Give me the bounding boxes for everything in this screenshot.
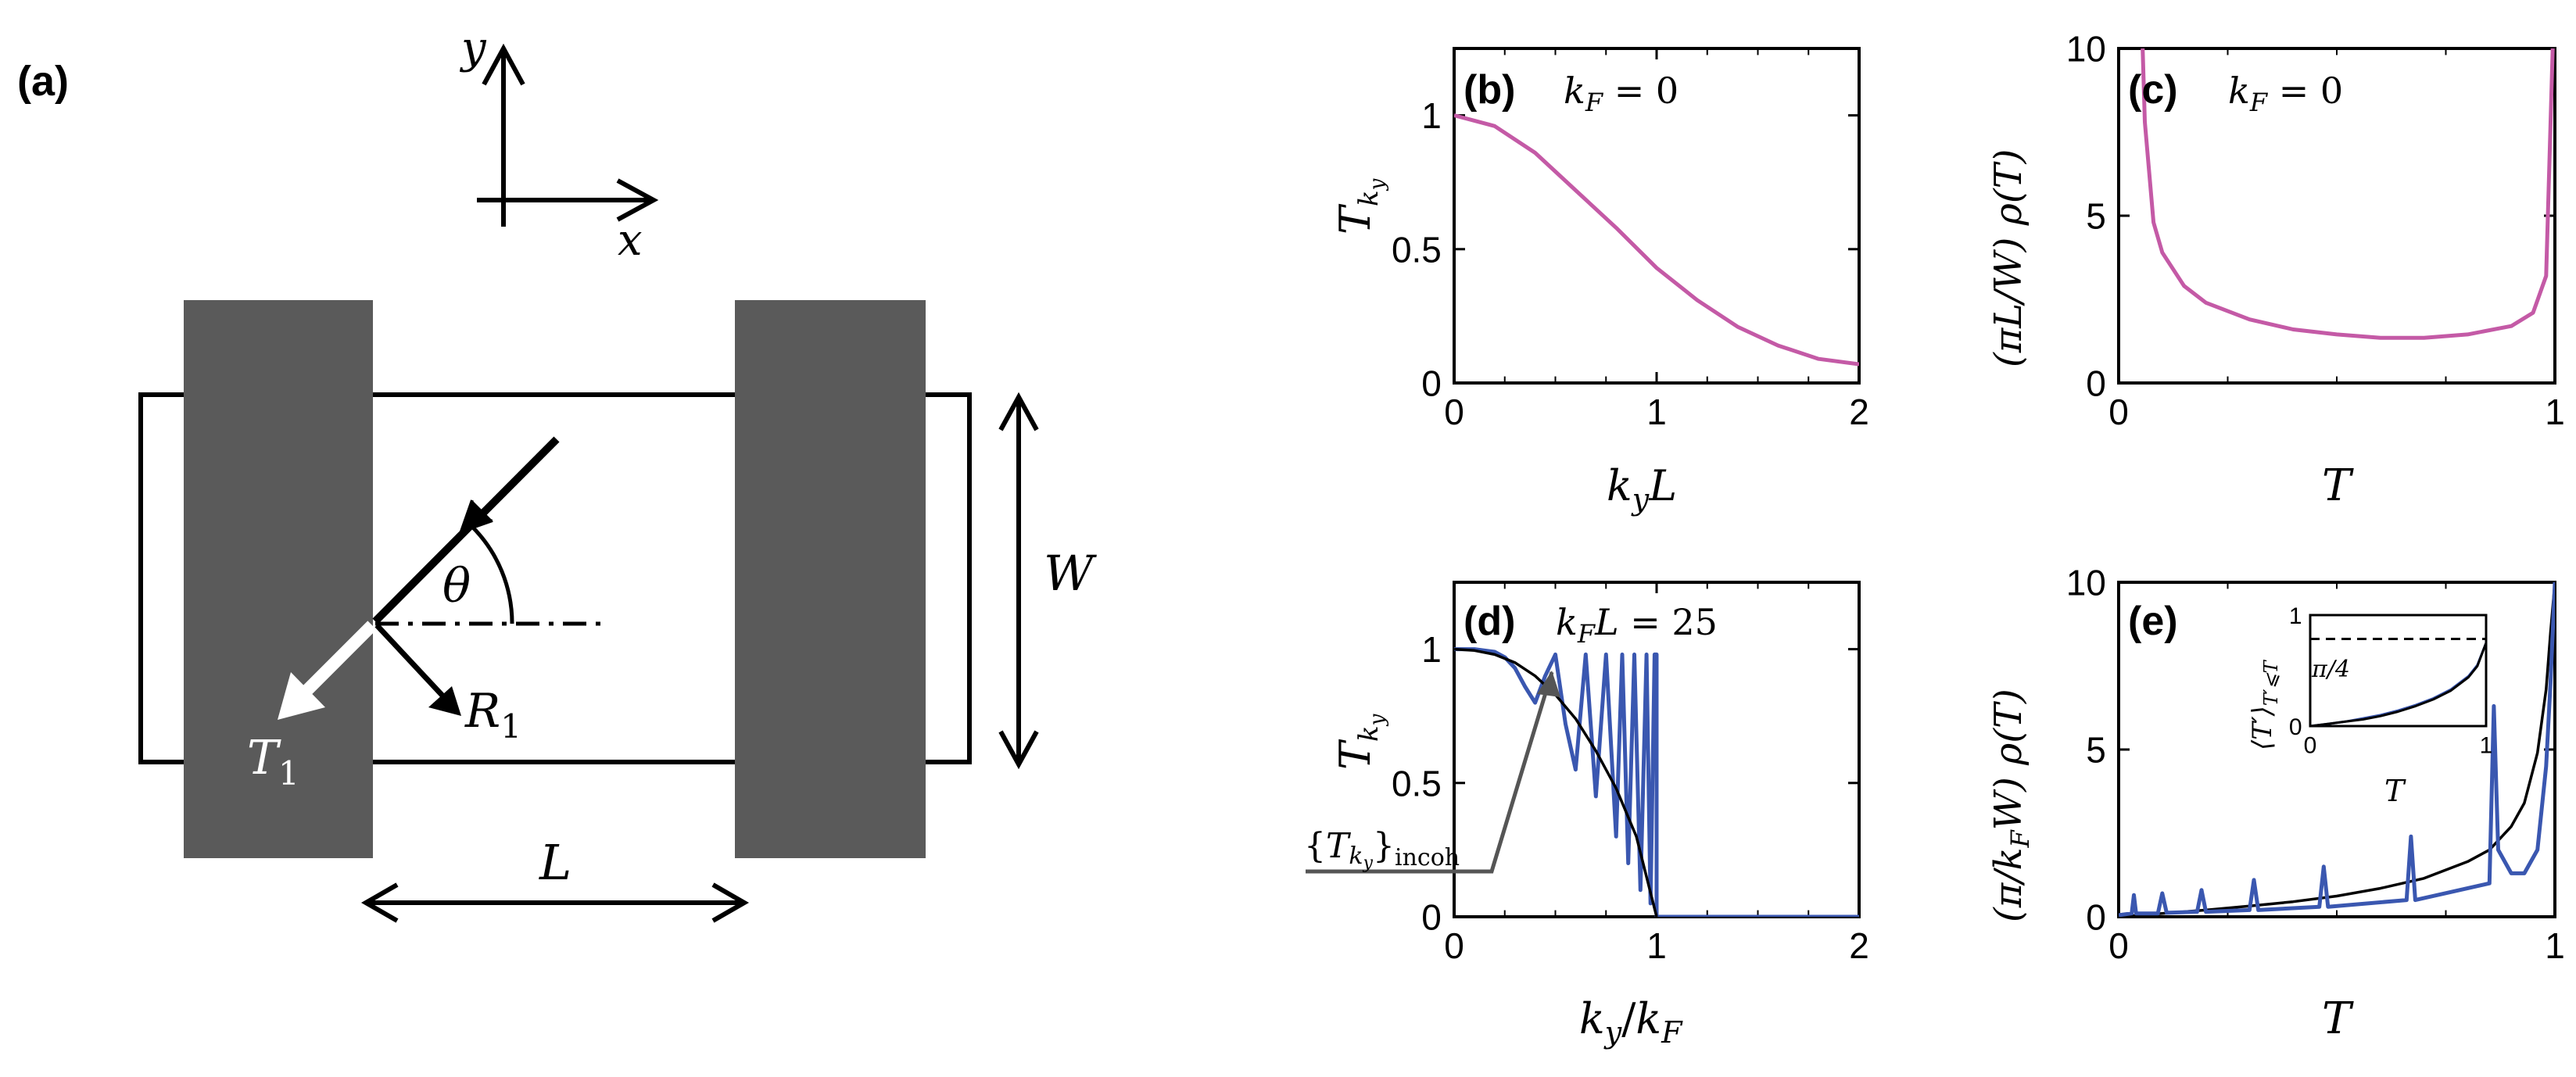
transmitted-arrow-head	[278, 672, 325, 720]
y-tick-label: 10	[2066, 29, 2106, 70]
reflected-label: R1	[464, 684, 521, 746]
panel-d-callout: {Tky}incoh	[1304, 826, 1460, 873]
x-tick-label: 0	[2108, 392, 2129, 432]
width-arrow-bottom	[998, 730, 1039, 770]
x-tick-label: 0	[2108, 925, 2129, 966]
y-tick-label: 0	[2086, 363, 2106, 404]
panel-label-a: (a)	[17, 58, 69, 105]
panel-c-xlabel: T	[2322, 460, 2354, 511]
series-line	[1454, 647, 1859, 917]
width-arrow-top	[998, 392, 1039, 431]
inset-frame	[2309, 614, 2488, 728]
transmitted-ray	[300, 621, 377, 697]
x-tick-label: 1	[2545, 925, 2565, 966]
panel-label-d: (d)	[1464, 599, 1515, 644]
left-contact	[184, 300, 373, 858]
schematic-panel: (a) y x θ R1 T1	[17, 23, 1097, 923]
length-arrow-left	[360, 882, 399, 923]
panel-b-ylabel: Tky	[1331, 178, 1389, 234]
inset-xlabel: T	[2384, 774, 2406, 808]
axis-label-y: y	[459, 23, 487, 73]
x-tick-label: 2	[1849, 392, 1869, 432]
series-line	[2119, 582, 2555, 917]
x-arrow-head	[616, 178, 659, 222]
callout-line	[1306, 671, 1554, 874]
y-tick-label: 0	[1421, 897, 1442, 938]
x-tick-label: 0	[1444, 392, 1464, 432]
y-tick-label: 0.5	[1392, 229, 1442, 270]
x-tick-label: 1	[2545, 392, 2565, 432]
series-line	[2310, 642, 2486, 726]
right-contact	[735, 300, 926, 858]
x-tick-label: 0	[1444, 925, 1464, 966]
panel-d-xlabel: ky/kF	[1579, 994, 1683, 1050]
panel-d-ylabel: Tky	[1331, 714, 1389, 770]
y-tick-label: 0	[1421, 363, 1442, 404]
y-tick-label: 0	[2289, 714, 2302, 740]
width-label: W	[1044, 545, 1097, 602]
axis-label-x: x	[618, 215, 643, 266]
x-tick-label: 1	[1646, 392, 1667, 432]
panel-c-ylabel: (πL/W) ρ(T)	[1987, 149, 2030, 367]
transmitted-label: T1	[247, 731, 299, 793]
angle-arc	[471, 525, 514, 624]
y-tick-label: 0	[2086, 897, 2106, 938]
y-tick-label: 0.5	[1392, 763, 1442, 803]
series-line	[2119, 582, 2555, 917]
length-label: L	[539, 834, 571, 891]
y-tick-label: 1	[1421, 95, 1442, 136]
x-tick-label: 2	[1849, 925, 1869, 966]
panel-b: 0 1 2 0 0.5 1 (b) kF = 0 kyL Tky	[1331, 47, 1869, 517]
panel-e-ylabel: (π/kFW) ρ(T)	[1987, 689, 2035, 922]
y-arrow-head	[482, 43, 525, 86]
panel-d-plot: 0 1 2 0 0.5 1	[1392, 582, 1869, 966]
inset-ylabel: ⟨T′⟩T′⩽T	[2247, 659, 2282, 750]
callout-arrow-head	[1537, 671, 1560, 697]
panel-b-annotation: kF = 0	[1564, 70, 1679, 117]
panel-d-annotation: kFL = 25	[1556, 601, 1718, 649]
reflected-arrow-head	[428, 686, 461, 716]
y-tick-label: 1	[2289, 603, 2302, 629]
panel-label-b: (b)	[1464, 67, 1515, 113]
panel-label-e: (e)	[2128, 599, 2178, 644]
y-tick-label: 5	[2086, 730, 2106, 771]
x-tick-label: 1	[1646, 925, 1667, 966]
length-arrow-right	[711, 882, 750, 923]
reflected-ray	[374, 623, 456, 710]
inset-annotation: π/4	[2311, 656, 2350, 683]
y-tick-label: 10	[2066, 563, 2106, 603]
series-line	[2141, 48, 2555, 340]
angle-label: θ	[442, 559, 471, 614]
y-tick-label: 1	[1421, 629, 1442, 670]
panel-d: 0 1 2 0 0.5 1 (d) kFL = 25 {Tky}incoh ky/kF T…	[1304, 581, 1869, 1050]
x-tick-label: 1	[2480, 733, 2493, 759]
panel-b-plot: 0 1 2 0 0.5 1	[1392, 48, 1869, 432]
panel-c-annotation: kF = 0	[2228, 70, 2343, 117]
coordinate-axes: y x	[459, 23, 659, 266]
inset-plot: 0 1 0 1	[2289, 603, 2493, 759]
panel-label-c: (c)	[2128, 67, 2178, 113]
incident-arrow-fill	[458, 499, 493, 535]
panel-e-xlabel: T	[2322, 993, 2354, 1044]
series-line	[1454, 113, 1859, 367]
x-tick-label: 0	[2304, 733, 2317, 759]
y-tick-label: 5	[2086, 196, 2106, 237]
panel-b-xlabel: kyL	[1607, 461, 1677, 517]
